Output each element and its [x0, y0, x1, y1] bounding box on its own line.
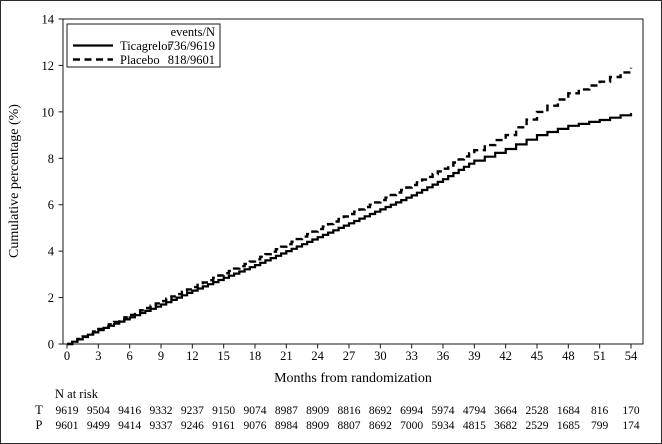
risk-count-t: 816 [591, 405, 609, 417]
x-tick-label: 51 [593, 349, 606, 363]
x-axis-title: Months from randomization [274, 371, 432, 386]
risk-count-p: 7000 [400, 420, 423, 432]
survival-curves [67, 67, 633, 346]
legend-value-ticagrelor: 736/9619 [168, 39, 215, 53]
y-tick-label: 12 [42, 59, 55, 73]
y-tick-label: 14 [42, 13, 55, 27]
x-tick-label: 54 [625, 349, 638, 363]
legend-header: events/N [171, 25, 215, 39]
risk-count-p: 174 [622, 420, 640, 432]
risk-count-t: 8909 [306, 405, 329, 417]
x-tick-label: 15 [217, 349, 230, 363]
risk-count-t: 8692 [369, 405, 392, 417]
y-tick-label: 6 [48, 198, 54, 212]
risk-count-t: 9416 [118, 405, 141, 417]
risk-count-t: 2528 [526, 405, 549, 417]
y-tick-label: 8 [48, 152, 54, 166]
risk-count-t: 8816 [338, 405, 361, 417]
risk-count-p: 1685 [557, 420, 580, 432]
risk-count-p: 9161 [212, 420, 235, 432]
risk-count-p: 799 [591, 420, 609, 432]
risk-row-label-p: P [36, 418, 43, 432]
risk-count-p: 2529 [526, 420, 549, 432]
risk-count-p: 4815 [463, 420, 486, 432]
y-axis-title: Cumulative percentage (%) [7, 104, 22, 258]
legend-label-placebo: Placebo [120, 53, 160, 67]
risk-numbers: 9619 9504 9416 9332 9237 9150 9074 8987 8909 8816… [56, 405, 640, 432]
legend-value-placebo: 818/9601 [168, 53, 215, 67]
risk-table: N at risk T P 9619 9504 9416 9332 9237 9150 90… [35, 387, 640, 432]
risk-count-t: 9504 [87, 405, 110, 417]
x-tick-label: 24 [311, 349, 324, 363]
y-tick-label: 0 [48, 338, 54, 352]
legend-label-ticagrelor: Ticagrelor [120, 39, 172, 53]
x-tick-label: 21 [280, 349, 293, 363]
x-tick-label: 3 [95, 349, 101, 363]
risk-count-p: 9499 [87, 420, 110, 432]
x-axis-ticks: 0 3 6 9 12 15 18 21 24 27 30 33 36 39 42 45 48 51 54 [64, 344, 638, 363]
risk-count-t: 9074 [244, 405, 267, 417]
curve-placebo [67, 67, 633, 346]
x-tick-label: 6 [127, 349, 133, 363]
risk-count-t: 8987 [275, 405, 298, 417]
x-tick-label: 30 [374, 349, 387, 363]
risk-count-t: 3664 [494, 405, 517, 417]
x-tick-label: 0 [64, 349, 70, 363]
risk-count-t: 5974 [432, 405, 455, 417]
risk-count-t: 6994 [400, 405, 423, 417]
risk-count-p: 9337 [150, 420, 173, 432]
risk-count-t: 4794 [463, 405, 486, 417]
risk-count-p: 9076 [244, 420, 267, 432]
risk-count-p: 8692 [369, 420, 392, 432]
risk-count-p: 8909 [306, 420, 329, 432]
x-tick-label: 33 [405, 349, 418, 363]
risk-table-title: N at risk [55, 387, 99, 401]
risk-count-t: 9332 [150, 405, 173, 417]
risk-count-p: 5934 [432, 420, 455, 432]
risk-count-t: 1684 [557, 405, 580, 417]
legend: events/N Ticagrelor 736/9619 Placebo 818… [66, 23, 221, 68]
risk-count-p: 3682 [494, 420, 517, 432]
x-tick-label: 36 [437, 349, 450, 363]
risk-count-t: 9150 [212, 405, 235, 417]
curve-ticagrelor [67, 113, 633, 346]
risk-count-p: 8807 [338, 420, 361, 432]
y-axis-ticks: 0 2 4 6 8 10 12 14 [42, 13, 63, 352]
x-tick-label: 42 [499, 349, 512, 363]
risk-count-t: 9619 [56, 405, 79, 417]
risk-count-t: 170 [622, 405, 640, 417]
x-tick-label: 9 [158, 349, 164, 363]
x-tick-label: 18 [249, 349, 262, 363]
x-tick-label: 27 [343, 349, 356, 363]
risk-count-p: 9246 [181, 420, 204, 432]
plot-frame [62, 18, 644, 345]
risk-count-t: 9237 [181, 405, 204, 417]
x-tick-label: 45 [531, 349, 544, 363]
x-tick-label: 39 [468, 349, 481, 363]
x-tick-label: 12 [186, 349, 199, 363]
risk-count-p: 8984 [275, 420, 298, 432]
risk-row-label-t: T [35, 403, 43, 417]
risk-count-p: 9601 [56, 420, 79, 432]
y-tick-label: 10 [42, 105, 55, 119]
y-tick-label: 2 [48, 291, 54, 305]
risk-count-p: 9414 [118, 420, 141, 432]
y-tick-label: 4 [48, 245, 55, 259]
x-tick-label: 48 [562, 349, 575, 363]
